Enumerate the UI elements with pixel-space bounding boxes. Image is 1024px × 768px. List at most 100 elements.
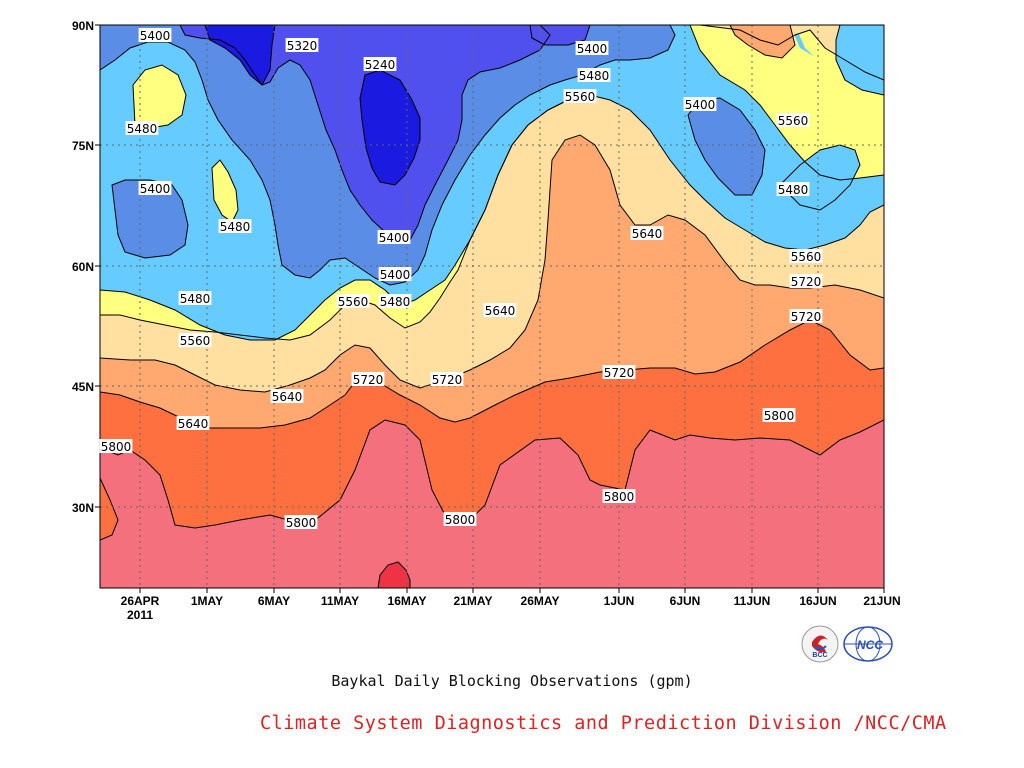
x-year-label: 2011 [127, 608, 153, 622]
contour-label-bg [178, 291, 212, 305]
x-tick-label: 11JUN [734, 594, 771, 608]
contour-label: 5720 [791, 275, 822, 289]
contour-label-bg [99, 439, 133, 453]
contour-line-max [377, 561, 411, 588]
contour-label-bg [270, 389, 304, 403]
contour-label: 5480 [180, 292, 211, 306]
contour-label-bg [776, 113, 810, 127]
fill-5480-bubble-left [133, 65, 186, 128]
contour-labels: 5400 5320 5240 5400 5400 5480 5400 5480 5480 5560… [99, 28, 823, 530]
y-tick-label: 75N [72, 139, 94, 153]
contour-label: 5480 [380, 295, 411, 309]
contour-label-bg [138, 28, 172, 42]
contour-line-5800-left-notch [100, 477, 119, 541]
contour-label: 5720 [791, 310, 822, 324]
bcc-logo: BCC [801, 625, 839, 663]
contour-label: 5560 [778, 114, 809, 128]
contour-label-bg [762, 408, 796, 422]
contour-label: 5800 [764, 409, 795, 423]
fill-lt-5240-core-top [205, 25, 275, 85]
contour-label-bg [443, 512, 477, 526]
contour-label-bg [577, 68, 611, 82]
contour-line-5480-right-blob [835, 25, 884, 96]
contour-line-5560-top-right [699, 25, 884, 81]
x-tick-label: 26APR [121, 594, 160, 608]
contour-label: 5480 [778, 183, 809, 197]
fill-5480-bubble-mid [212, 160, 238, 222]
contour-label: 5240 [365, 58, 396, 72]
contour-label: 5320 [287, 39, 318, 53]
contour-label: 5800 [604, 490, 635, 504]
contour-label: 5480 [579, 69, 610, 83]
contour-line-5400 [100, 25, 676, 286]
contour-label: 5480 [127, 122, 158, 136]
contour-label-bg [563, 89, 597, 103]
contour-line-5480-bubble-mid [211, 159, 239, 223]
contour-label-bg [789, 309, 823, 323]
contour-line-5320-top-right [529, 25, 591, 46]
bcc-logo-ring [801, 625, 839, 663]
contour-label: 5400 [380, 268, 411, 282]
contour-label-bg [683, 97, 717, 111]
fill-5400-left-blob [112, 180, 188, 258]
contour-label: 5800 [445, 513, 476, 527]
contour-label-bg [336, 294, 370, 308]
contour-label-bg [430, 372, 464, 386]
x-tick-label: 11MAY [321, 594, 359, 608]
contour-label-bg [178, 333, 212, 347]
contour-label: 5720 [353, 373, 384, 387]
contour-label-bg [378, 267, 412, 281]
contour-label-bg [285, 38, 319, 52]
contour-label: 5560 [791, 250, 822, 264]
contour-label-bg [351, 372, 385, 386]
x-tick-label: 6MAY [258, 594, 290, 608]
fill-5480-right-blob [836, 25, 884, 95]
contour-label-bg [776, 182, 810, 196]
fill-lt-5240-cores [360, 70, 420, 185]
contour-label-bg [602, 489, 636, 503]
contour-label: 5800 [101, 440, 132, 454]
x-tick-label: 26MAY [521, 594, 560, 608]
contour-label-bg [138, 181, 172, 195]
contour-label: 5640 [178, 417, 209, 431]
contour-label: 5720 [604, 366, 635, 380]
contour-label-bg [363, 57, 397, 71]
contour-label-bg [378, 294, 412, 308]
y-axis-labels: 90N 75N 60N 45N 30N [72, 19, 94, 515]
fill-max-spot [378, 562, 410, 588]
x-tick-label: 6JUN [670, 594, 701, 608]
contour-label: 5400 [140, 29, 171, 43]
contour-label: 5560 [338, 295, 369, 309]
contour-line-5720 [100, 319, 884, 429]
contour-label: 5560 [180, 334, 211, 348]
contour-label: 5480 [220, 220, 251, 234]
y-tick-label: 30N [72, 501, 94, 515]
contour-label-bg [284, 515, 318, 529]
ncc-logo-text: NCC [857, 638, 883, 652]
contour-label: 5400 [140, 182, 171, 196]
contour-label: 5400 [577, 42, 608, 56]
contour-label: 5800 [286, 516, 317, 530]
contour-label-bg [483, 303, 517, 317]
y-tick-label: 45N [72, 380, 94, 394]
contour-label: 5640 [632, 227, 663, 241]
contour-label: 5640 [272, 390, 303, 404]
x-tick-label: 16JUN [799, 594, 836, 608]
contour-label: 5560 [565, 90, 596, 104]
fill-5800-left-notch [100, 478, 118, 540]
contour-lines [100, 25, 884, 588]
contour-line-5240 [359, 69, 421, 186]
contour-label-bg [602, 365, 636, 379]
contour-label-bg [630, 226, 664, 240]
contour-label-bg [377, 230, 411, 244]
contour-line-5400-left [111, 179, 189, 259]
contour-line-5480-top-right [689, 25, 884, 181]
plot-frame [99, 24, 885, 589]
contour-label-bg [125, 121, 159, 135]
contour-label: 5400 [685, 98, 716, 112]
y-tick-label: 90N [72, 19, 94, 33]
x-tick-label: 21MAY [454, 594, 493, 608]
chart-caption: Baykal Daily Blocking Observations (gpm) [331, 672, 693, 690]
bcc-logo-text: BCC [812, 652, 827, 659]
